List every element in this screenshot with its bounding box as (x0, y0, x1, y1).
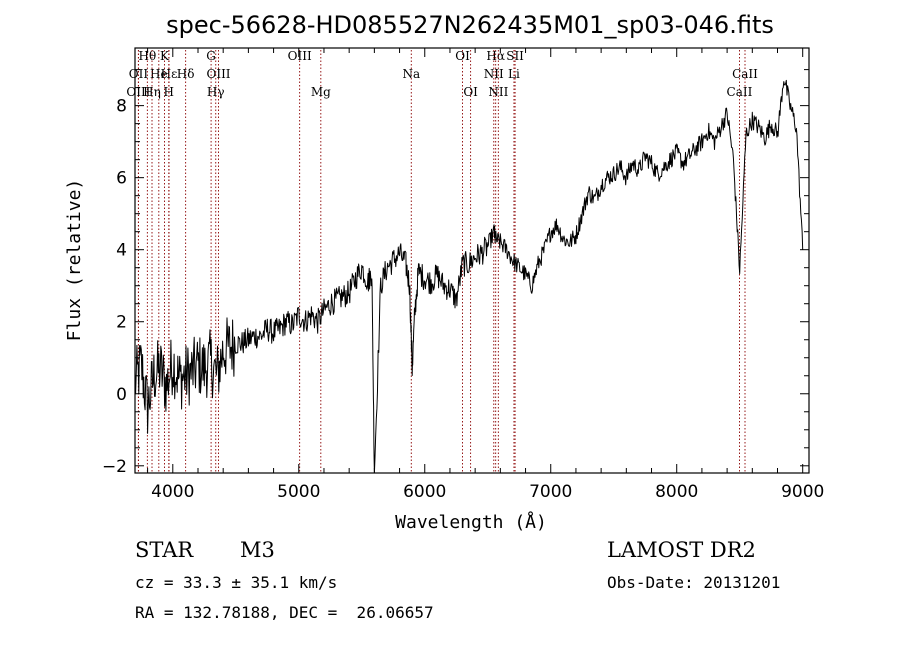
observation-date: Obs-Date: 20131201 (607, 573, 781, 592)
x-tick-label-5: 9000 (781, 482, 824, 502)
y-tick-label-5: 8 (116, 97, 127, 117)
y-axis-label: Flux (relative) (64, 179, 85, 342)
x-tick-label-3: 7000 (529, 482, 572, 502)
line-label-6: Hη (143, 85, 161, 99)
line-label-19: NII (484, 67, 504, 81)
line-label-9: G (206, 49, 216, 63)
y-tick-label-2: 2 (116, 313, 127, 333)
y-tick-label-4: 6 (116, 169, 127, 189)
x-tick-label-4: 8000 (655, 482, 698, 502)
spectrum-line (134, 79, 804, 474)
line-label-16: OI (463, 85, 478, 99)
object-class: STAR (135, 538, 194, 562)
line-label-10: OIII (206, 67, 230, 81)
chart-title: spec-56628-HD085527N262435M01_sp03-046.f… (166, 11, 774, 39)
survey-name: LAMOST DR2 (607, 538, 756, 562)
x-axis-label: Wavelength (Å) (395, 511, 547, 533)
y-tick-label-3: 4 (116, 241, 127, 261)
y-tick-label-0: −2 (102, 457, 127, 477)
line-label-7: H (164, 85, 174, 99)
line-label-4: He (150, 67, 168, 81)
line-label-23: CaII (727, 85, 753, 99)
line-label-21: NII (488, 85, 508, 99)
line-label-11: Hγ (207, 85, 225, 99)
line-label-0: Hθ (138, 49, 156, 63)
line-label-20: Li (508, 67, 520, 81)
line-label-1: OII (129, 67, 149, 81)
line-label-13: Mg (311, 85, 331, 99)
line-label-18: SII (506, 49, 524, 63)
line-label-17: Hα (486, 49, 505, 63)
x-tick-label-0: 4000 (151, 482, 194, 502)
ra-dec-coordinates: RA = 132.78188, DEC = 26.06657 (135, 603, 434, 622)
line-label-14: Na (402, 67, 420, 81)
line-label-5: Hε (161, 67, 178, 81)
x-tick-label-2: 6000 (403, 482, 446, 502)
line-label-12: OIII (288, 49, 312, 63)
y-tick-label-1: 0 (116, 385, 127, 405)
object-subclass: M3 (240, 538, 275, 562)
line-label-2: OIII (126, 85, 150, 99)
plot-frame (134, 47, 810, 474)
line-label-15: OI (455, 49, 470, 63)
x-tick-label-1: 5000 (277, 482, 320, 502)
line-label-22: CaII (732, 67, 758, 81)
redshift-velocity: cz = 33.3 ± 35.1 km/s (135, 573, 338, 592)
line-label-3: K (160, 49, 170, 63)
line-label-8: Hδ (177, 67, 195, 81)
